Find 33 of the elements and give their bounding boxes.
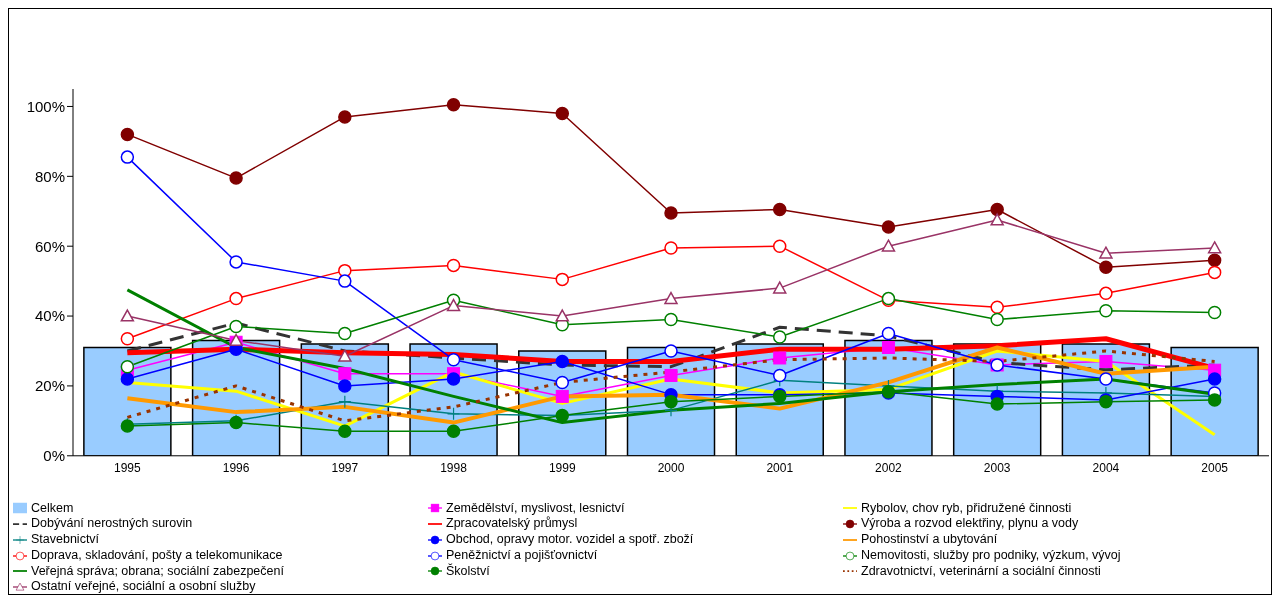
- x-tick-label: 1999: [548, 461, 576, 476]
- legend-label: Výroba a rozvod elektřiny, plynu a vody: [861, 516, 1079, 531]
- x-tick-label: 2000: [657, 461, 685, 476]
- x-tick-label: 1996: [222, 461, 250, 476]
- y-tick-label: 40%: [34, 307, 65, 325]
- x-tick-label: 1997: [331, 461, 359, 476]
- legend-label: Pohostinství a ubytování: [861, 532, 998, 547]
- x-tick-label: 2004: [1092, 461, 1120, 476]
- x-tick-label: 2001: [766, 461, 794, 476]
- x-tick-label: 1998: [440, 461, 468, 476]
- legend-label: Celkem: [31, 500, 74, 515]
- y-tick-label: 0%: [43, 447, 65, 465]
- legend-label: Nemovitosti, služby pro podniky, výzkum, vývoj: [861, 547, 1121, 562]
- x-tick-label: 2002: [875, 461, 903, 476]
- legend-label: Doprava, skladování, pošty a telekomunikace: [31, 547, 283, 562]
- legend-label: Zdravotnictví, veterinární a sociální činnosti: [861, 563, 1101, 578]
- legend-label: Veřejná správa; obrana; sociální zabezpečení: [31, 563, 284, 578]
- legend-label: Zpracovatelský průmysl: [446, 516, 578, 531]
- x-tick-label: 2005: [1201, 461, 1229, 476]
- legend-label: Rybolov, chov ryb, přidružené činnosti: [861, 500, 1072, 515]
- x-tick-label: 1995: [114, 461, 142, 476]
- y-tick-label: 100%: [26, 97, 65, 115]
- legend-label: Peněžnictví a pojišťovnictví: [446, 547, 598, 562]
- legend-label: Zemědělství, myslivost, lesnictví: [446, 500, 625, 515]
- legend-label: Dobývání nerostných surovin: [31, 516, 193, 531]
- y-tick-label: 80%: [34, 167, 65, 185]
- legend-label: Ostatní veřejné, sociální a osobní služby: [31, 579, 256, 594]
- y-tick-label: 60%: [34, 237, 65, 255]
- x-tick-label: 2003: [983, 461, 1011, 476]
- legend-label: Obchod, opravy motor. vozidel a spotř. zboží: [446, 532, 694, 547]
- y-tick-label: 20%: [34, 377, 65, 395]
- legend-label: Školství: [446, 563, 490, 578]
- legend-label: Stavebnictví: [31, 532, 100, 547]
